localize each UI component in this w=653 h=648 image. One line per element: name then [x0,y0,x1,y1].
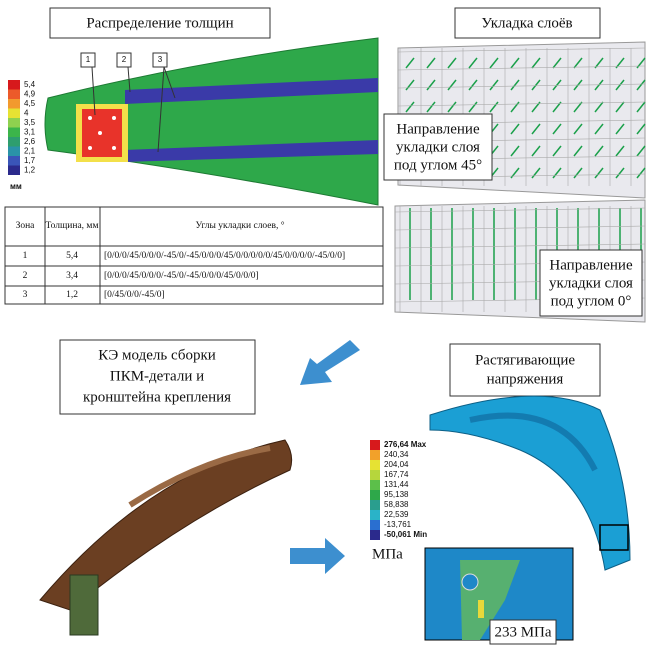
table-cell: [0/45/0/0/-45/0] [104,290,165,300]
note-line: Направление [396,121,480,137]
fastener [88,116,92,120]
table-cell: [0/0/0/45/0/0/0/-45/0/-45/0/0/0/45/0/0/0… [104,251,345,261]
note-line: укладки слоя [396,139,480,155]
bracket [70,575,98,635]
table-cell: 3,4 [66,271,78,281]
legend-unit: мм [10,182,22,191]
legend-label: 3,1 [24,128,36,137]
legend-swatch [8,166,20,176]
figure: Распределение толщин 123 5,44,94,543,53,… [0,0,653,648]
legend-label: 1,7 [24,156,36,165]
table-cell: 1,2 [66,290,78,300]
legend-label: 22,539 [384,510,409,519]
legend-swatch [370,480,380,490]
legend-swatch [8,137,20,147]
legend-swatch [370,460,380,470]
note-line: напряжения [487,371,564,387]
note-line: кронштейна крепления [83,389,231,405]
legend-swatch [370,510,380,520]
fastener [88,146,92,150]
legend-label: 204,04 [384,460,409,469]
callout: 2 [122,55,127,64]
legend-swatch [8,109,20,119]
legend-swatch [370,470,380,480]
legend-label: 4 [24,109,29,118]
callout: 1 [86,55,91,64]
legend-label: 95,138 [384,490,409,499]
legend-swatch [370,450,380,460]
legend-swatch [370,530,380,540]
legend-label: 3,5 [24,118,36,127]
note-line: ПКМ-детали и [110,368,204,384]
inset-hole [462,574,478,590]
table-cell: 5,4 [66,251,78,261]
table-cell: [0/0/0/45/0/0/0/-45/0/-45/0/0/0/45/0/0/0… [104,271,259,281]
title: Распределение толщин [86,15,233,31]
legend-label: 58,838 [384,500,409,509]
table-header: Углы укладки слоев, ° [195,220,284,231]
legend-swatch [8,99,20,109]
legend-label: 131,44 [384,480,409,489]
table-cell: 3 [23,290,28,300]
legend-swatch [8,80,20,90]
legend-label: 2,6 [24,137,36,146]
legend-swatch [370,440,380,450]
legend-label: 276,64 Max [384,440,427,449]
table-header: Зона [16,221,36,231]
legend-swatch [8,90,20,100]
peak-label: 233 МПа [494,624,551,640]
legend-label: 5,4 [24,80,36,89]
fastener [112,146,116,150]
note-line: КЭ модель сборки [98,347,216,363]
legend-unit: МПа [372,546,403,562]
note-line: под углом 45° [394,157,482,173]
legend-swatch [8,128,20,138]
title: Укладка слоёв [481,15,572,31]
legend-label: 2,1 [24,147,36,156]
fastener [98,131,102,135]
legend-label: 4,5 [24,99,36,108]
arrow [300,340,360,385]
peak-zone [478,600,484,618]
legend-label: 4,9 [24,90,36,99]
legend-swatch [8,118,20,128]
legend-swatch [8,156,20,166]
note-line: укладки слоя [549,275,633,291]
note-line: под углом 0° [551,293,632,309]
note-line: Направление [549,257,633,273]
arrow [290,538,345,574]
legend-swatch [370,520,380,530]
note-line: Растягивающие [475,352,575,368]
legend-swatch [370,500,380,510]
legend-swatch [370,490,380,500]
legend-label: 167,74 [384,470,409,479]
table-header: Толщина, мм [46,221,99,231]
page: {"panel_thickness": {"title": "Распредел… [0,0,653,648]
callout: 3 [158,55,163,64]
legend-label: 240,34 [384,450,409,459]
legend-swatch [8,147,20,157]
legend-label: -50,061 Min [384,530,427,539]
table-cell: 2 [23,271,28,281]
legend-label: -13,761 [384,520,412,529]
legend-label: 1,2 [24,166,36,175]
table-cell: 1 [23,251,28,261]
fastener [112,116,116,120]
